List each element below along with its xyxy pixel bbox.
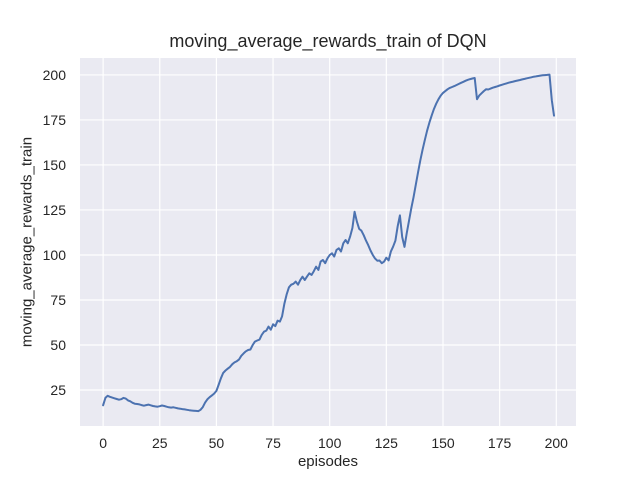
y-tick-label: 200 — [43, 67, 67, 83]
y-tick-label: 25 — [50, 382, 66, 398]
y-tick-label: 100 — [43, 247, 67, 263]
y-tick-label: 125 — [43, 202, 67, 218]
data-line-series — [102, 73, 555, 413]
y-tick-label: 175 — [43, 112, 67, 128]
x-tick-label: 50 — [209, 435, 225, 451]
x-tick-label: 150 — [431, 435, 455, 451]
y-tick-label: 150 — [43, 157, 67, 173]
x-tick-label: 175 — [488, 435, 512, 451]
x-tick-label: 200 — [545, 435, 569, 451]
x-tick-label: 25 — [152, 435, 168, 451]
y-tick-label: 50 — [50, 337, 66, 353]
x-tick-label: 125 — [375, 435, 399, 451]
chart-title: moving_average_rewards_train of DQN — [169, 31, 487, 51]
y-axis-label: moving_average_rewards_train — [18, 136, 36, 348]
x-tick-label: 75 — [265, 435, 281, 451]
plot-area — [80, 58, 576, 426]
x-tick-label: 0 — [99, 435, 107, 451]
x-axis-label: episodes — [297, 453, 359, 470]
y-tick-label: 75 — [50, 292, 66, 308]
x-tick-label: 100 — [318, 435, 342, 451]
